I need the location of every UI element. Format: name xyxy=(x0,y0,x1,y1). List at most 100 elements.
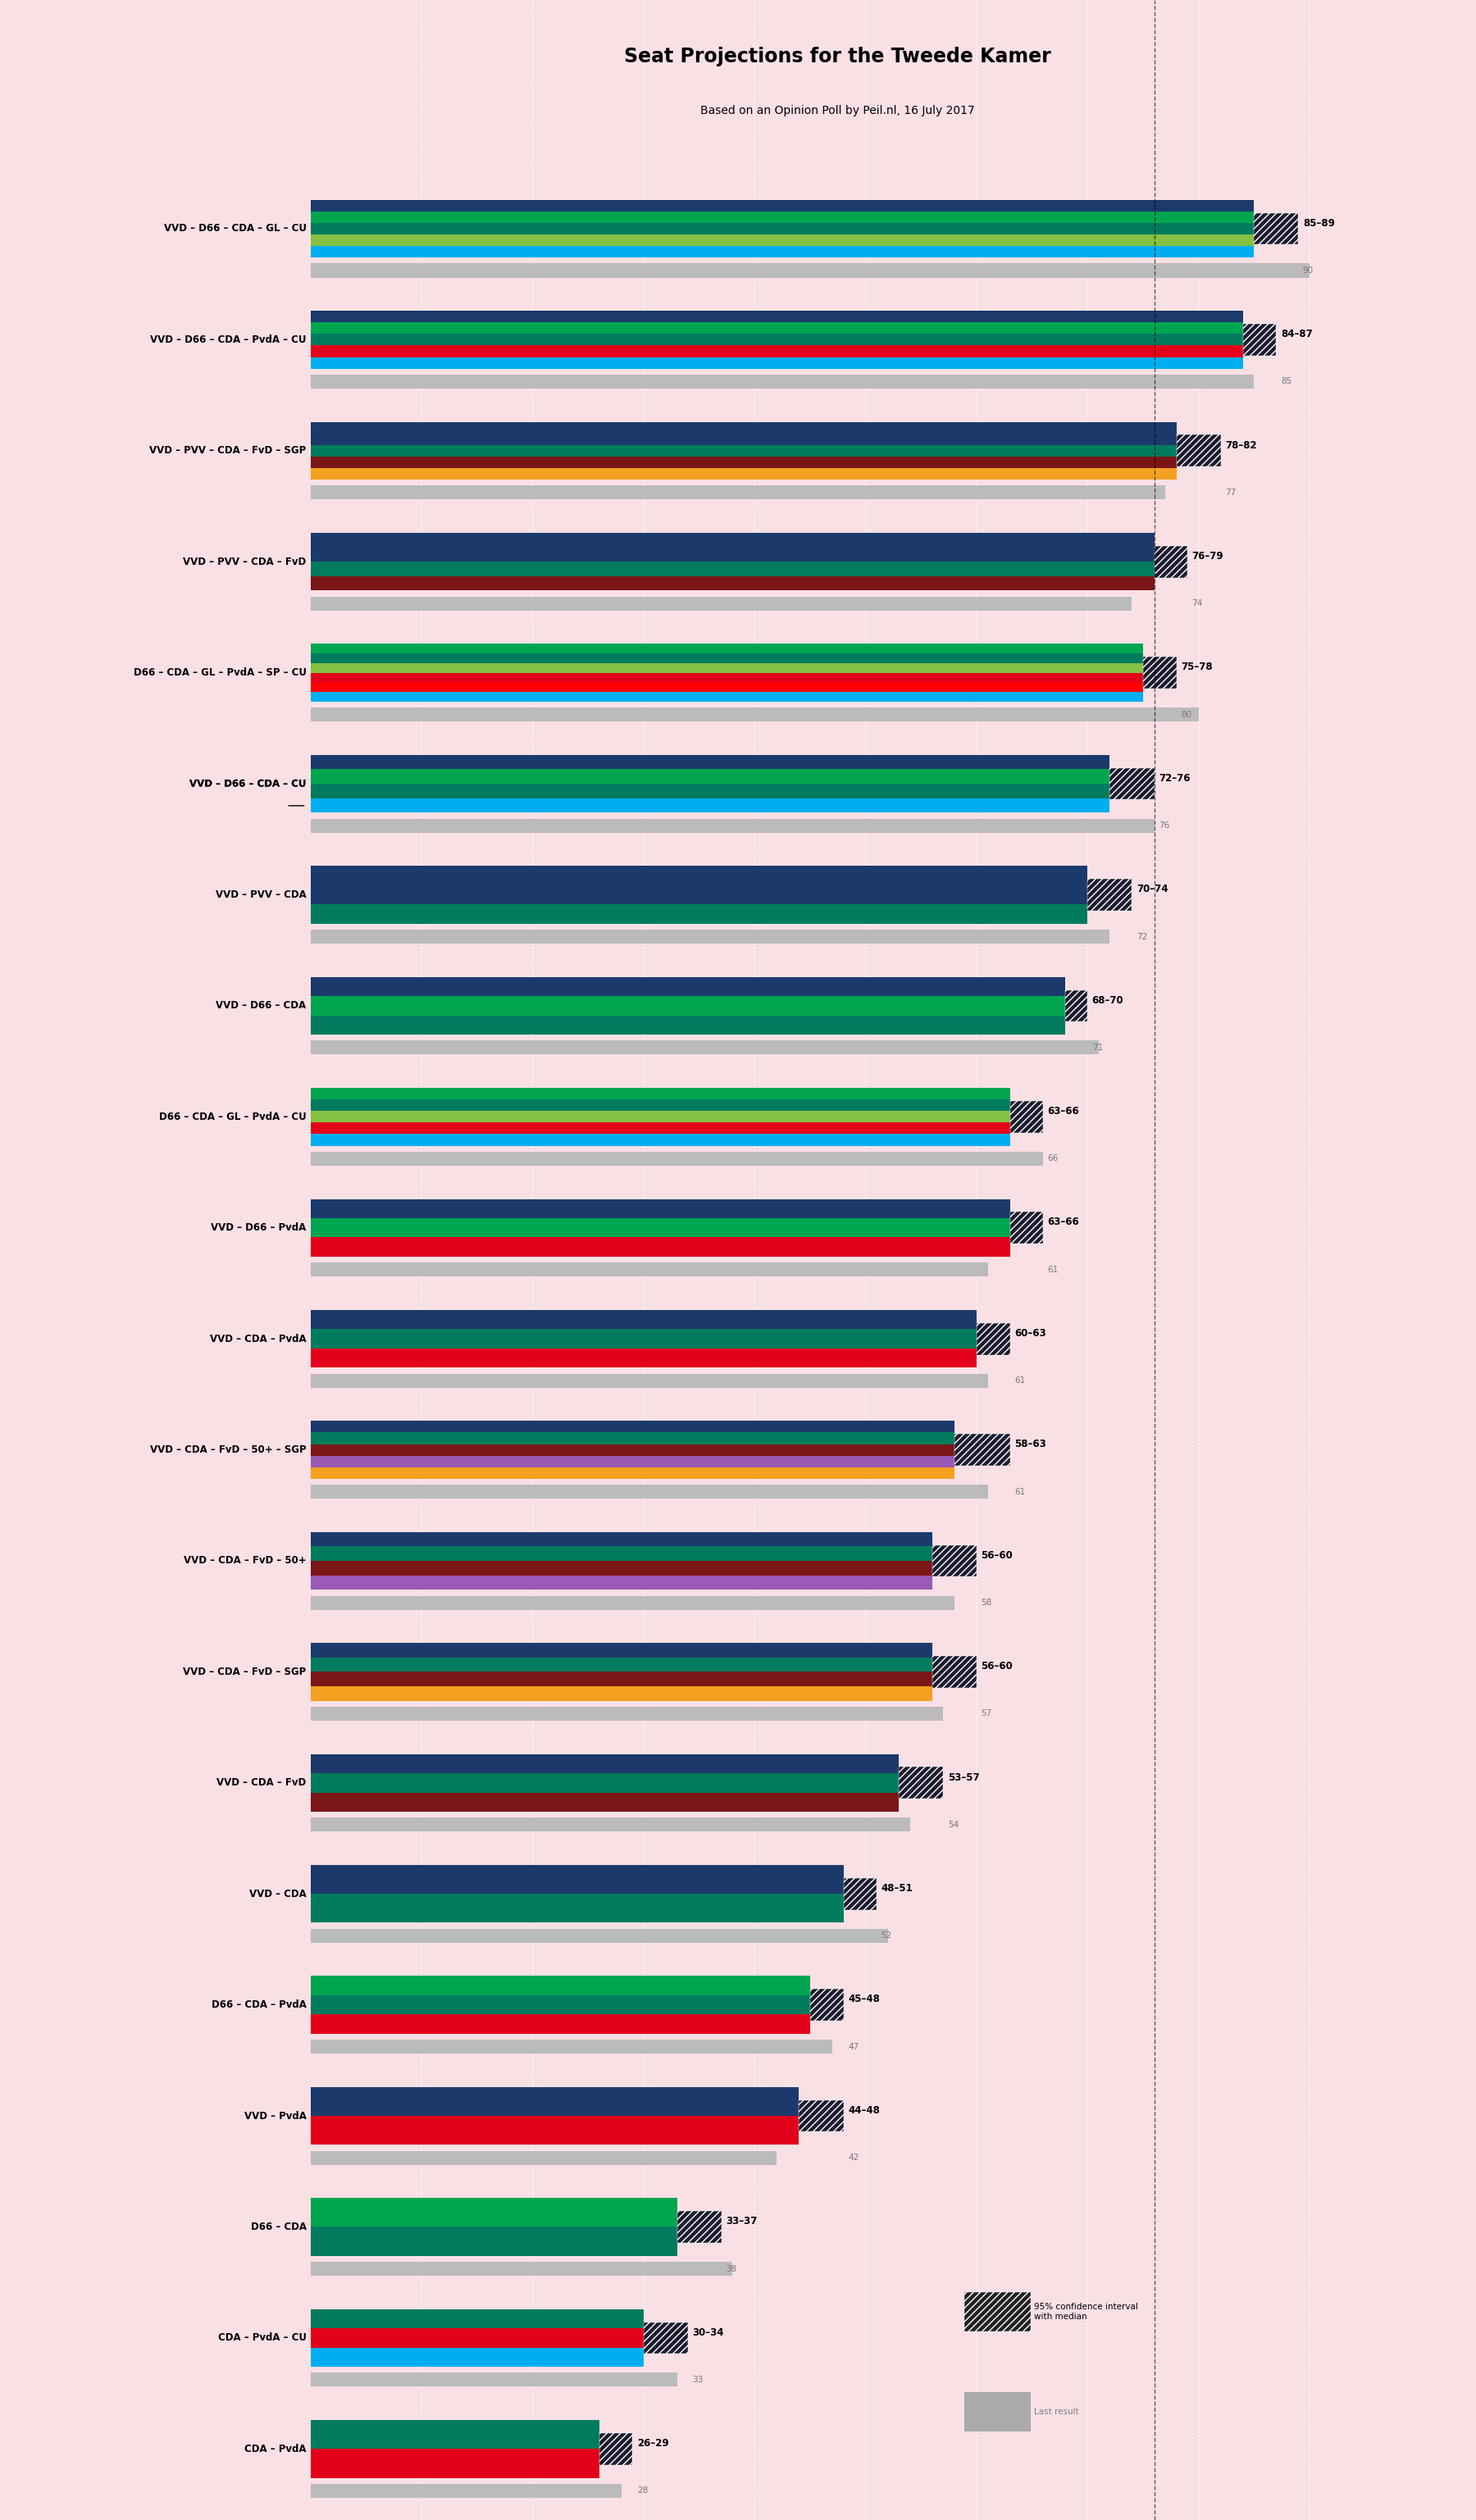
Text: VVD – CDA – FvD – 50+ – SGP: VVD – CDA – FvD – 50+ – SGP xyxy=(151,1444,307,1454)
Bar xyxy=(311,653,1142,663)
Bar xyxy=(311,1421,955,1431)
Text: 72: 72 xyxy=(1137,932,1147,940)
Text: 90: 90 xyxy=(1303,267,1314,275)
Text: 57: 57 xyxy=(982,1709,992,1719)
Bar xyxy=(1066,990,1088,1021)
Bar xyxy=(311,1444,955,1457)
Text: Seat Projections for the Tweede Kamer: Seat Projections for the Tweede Kamer xyxy=(624,48,1051,66)
Text: D66 – CDA: D66 – CDA xyxy=(251,2223,307,2233)
Bar xyxy=(311,1134,1010,1147)
Bar xyxy=(311,885,1088,905)
Bar xyxy=(311,532,1154,547)
Bar xyxy=(843,1877,877,1910)
Text: VVD – D66 – CDA – CU: VVD – D66 – CDA – CU xyxy=(189,779,307,789)
Text: VVD – PvdA: VVD – PvdA xyxy=(244,2112,307,2122)
Bar xyxy=(810,1988,843,2021)
Bar xyxy=(311,995,1066,1016)
Bar xyxy=(311,693,1142,701)
Bar xyxy=(1255,212,1299,244)
Text: D66 – CDA – GL – PvdA – SP – CU: D66 – CDA – GL – PvdA – SP – CU xyxy=(133,668,307,678)
Bar xyxy=(311,1467,955,1479)
Bar xyxy=(1088,879,1132,910)
Bar xyxy=(311,867,1088,885)
Bar xyxy=(311,2228,677,2255)
Bar xyxy=(311,1774,899,1792)
Bar xyxy=(311,421,1176,433)
Bar xyxy=(311,1099,1010,1111)
Text: Last result: Last result xyxy=(1035,2407,1079,2417)
Bar xyxy=(810,1988,843,2021)
Bar xyxy=(1010,1101,1044,1131)
Bar xyxy=(311,2308,644,2328)
Text: 53–57: 53–57 xyxy=(948,1772,980,1782)
Bar xyxy=(1243,325,1277,355)
Text: CDA – PvdA – CU: CDA – PvdA – CU xyxy=(218,2334,307,2344)
Bar xyxy=(677,2210,722,2243)
Text: 45–48: 45–48 xyxy=(847,1993,880,2006)
Bar xyxy=(311,799,1110,811)
Bar xyxy=(311,2117,799,2145)
Bar xyxy=(1142,658,1176,688)
Bar xyxy=(311,2485,621,2497)
Bar xyxy=(311,1671,933,1686)
Text: VVD – CDA – FvD: VVD – CDA – FvD xyxy=(217,1777,307,1789)
Bar xyxy=(1088,879,1132,910)
Bar xyxy=(311,1016,1066,1036)
Text: 80: 80 xyxy=(1181,711,1191,718)
Bar xyxy=(311,1560,933,1575)
Text: 76: 76 xyxy=(1159,822,1169,829)
Text: 58–63: 58–63 xyxy=(1014,1439,1046,1449)
Bar xyxy=(311,663,1142,673)
Text: 47: 47 xyxy=(847,2044,859,2051)
Text: 61: 61 xyxy=(1014,1376,1026,1386)
Bar xyxy=(311,784,1110,799)
Bar xyxy=(799,2099,843,2132)
Bar xyxy=(311,446,1176,456)
Bar xyxy=(311,2150,776,2165)
Bar xyxy=(311,2419,599,2449)
Bar xyxy=(933,1545,977,1578)
Bar xyxy=(311,597,1132,610)
Bar xyxy=(1110,769,1154,799)
Bar xyxy=(311,1217,1010,1237)
Bar xyxy=(955,1434,1010,1467)
Bar xyxy=(311,1706,943,1721)
Bar xyxy=(964,2293,1030,2331)
Bar xyxy=(311,978,1066,995)
Bar xyxy=(1010,1212,1044,1245)
Text: 38: 38 xyxy=(726,2265,737,2273)
Text: 56–60: 56–60 xyxy=(982,1661,1013,1671)
Text: VVD – D66 – CDA – GL – CU: VVD – D66 – CDA – GL – CU xyxy=(164,224,307,234)
Bar xyxy=(311,310,1243,323)
Bar xyxy=(311,234,1255,247)
Bar xyxy=(311,2328,644,2349)
Bar xyxy=(964,2293,1030,2331)
Bar xyxy=(311,2349,644,2366)
Bar xyxy=(311,1643,933,1658)
Bar xyxy=(311,756,1110,769)
Text: VVD – CDA: VVD – CDA xyxy=(249,1887,307,1900)
Bar xyxy=(311,1817,911,1832)
Bar xyxy=(1154,547,1188,577)
Bar xyxy=(964,2391,1030,2432)
Text: VVD – CDA – FvD – SGP: VVD – CDA – FvD – SGP xyxy=(183,1666,307,1678)
Text: VVD – CDA – FvD – 50+: VVD – CDA – FvD – 50+ xyxy=(183,1555,307,1565)
Text: VVD – CDA – PvdA: VVD – CDA – PvdA xyxy=(210,1333,307,1343)
Bar xyxy=(799,2099,843,2132)
Bar xyxy=(311,335,1243,345)
Text: 54: 54 xyxy=(948,1819,958,1830)
Bar xyxy=(1010,1101,1044,1131)
Bar xyxy=(311,2449,599,2477)
Bar xyxy=(311,1237,1010,1257)
Text: 44–48: 44–48 xyxy=(847,2104,880,2117)
Text: 30–34: 30–34 xyxy=(692,2326,725,2339)
Bar xyxy=(677,2210,722,2243)
Bar xyxy=(311,1895,843,1923)
Bar xyxy=(311,683,1142,693)
Bar xyxy=(1110,769,1154,799)
Bar xyxy=(1066,990,1088,1021)
Bar xyxy=(311,265,1309,277)
Text: Based on an Opinion Poll by Peil.nl, 16 July 2017: Based on an Opinion Poll by Peil.nl, 16 … xyxy=(701,106,976,116)
Bar xyxy=(1255,212,1299,244)
Text: 42: 42 xyxy=(847,2155,859,2162)
